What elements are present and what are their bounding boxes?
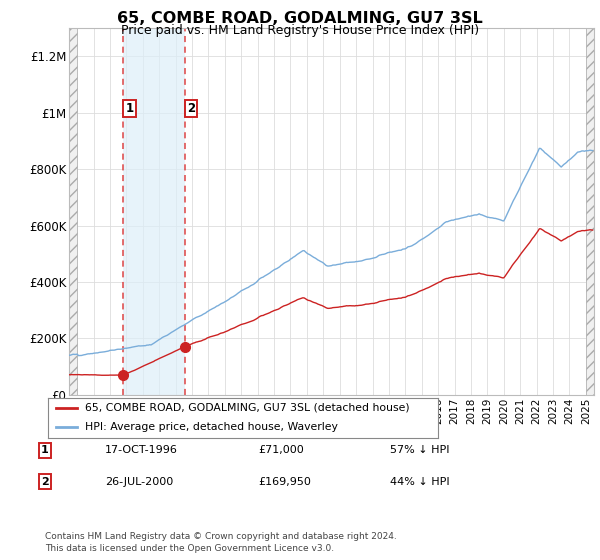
Text: 1: 1 — [41, 445, 49, 455]
Text: £169,950: £169,950 — [258, 477, 311, 487]
Text: 65, COMBE ROAD, GODALMING, GU7 3SL: 65, COMBE ROAD, GODALMING, GU7 3SL — [117, 11, 483, 26]
Text: 57% ↓ HPI: 57% ↓ HPI — [390, 445, 449, 455]
Text: 2: 2 — [41, 477, 49, 487]
Text: £71,000: £71,000 — [258, 445, 304, 455]
Bar — [69, 28, 77, 395]
Text: 17-OCT-1996: 17-OCT-1996 — [105, 445, 178, 455]
Text: 44% ↓ HPI: 44% ↓ HPI — [390, 477, 449, 487]
Bar — [123, 28, 185, 395]
Text: HPI: Average price, detached house, Waverley: HPI: Average price, detached house, Wave… — [85, 422, 338, 432]
Text: Price paid vs. HM Land Registry's House Price Index (HPI): Price paid vs. HM Land Registry's House … — [121, 24, 479, 36]
Text: 1: 1 — [125, 102, 134, 115]
Text: 2: 2 — [187, 102, 195, 115]
Text: 26-JUL-2000: 26-JUL-2000 — [105, 477, 173, 487]
Text: 65, COMBE ROAD, GODALMING, GU7 3SL (detached house): 65, COMBE ROAD, GODALMING, GU7 3SL (deta… — [85, 403, 410, 413]
Bar — [586, 28, 594, 395]
Text: Contains HM Land Registry data © Crown copyright and database right 2024.
This d: Contains HM Land Registry data © Crown c… — [45, 533, 397, 553]
